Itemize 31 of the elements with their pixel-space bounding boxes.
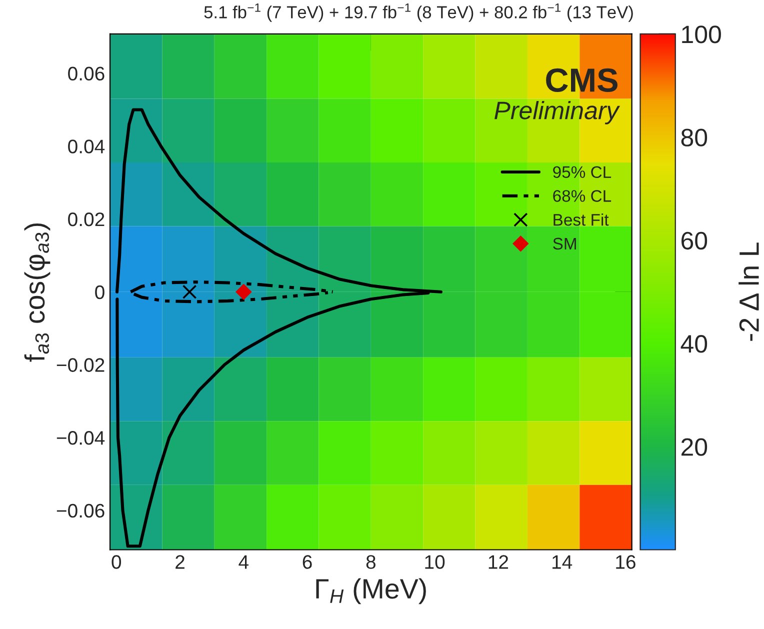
- color-bar-label: 20: [681, 438, 708, 456]
- x-tick-label: 16: [616, 555, 636, 569]
- y-tick-label: −0.04: [56, 431, 105, 445]
- color-bar-title: -2 Δ ln L: [738, 242, 759, 341]
- chart-title: 5.1 fb$^{−1}$ (7 TeV) + 19.7 fb$^{−1}$ (8 TeV) + 80.2 fb$^{−1}$ (13 TeV): [204, 3, 633, 22]
- x-axis-title: Γ$_{H}$ (MeV): [316, 578, 426, 604]
- y-tick-label: 0.02: [68, 212, 104, 226]
- color-bar-label: 100: [682, 26, 721, 44]
- x-tick-label: 14: [552, 555, 572, 569]
- y-tick-label: 0.04: [68, 140, 105, 154]
- x-tick-label: 8: [366, 555, 376, 569]
- annotation: Preliminary: [494, 101, 620, 124]
- y-tick-label: 0.06: [68, 66, 104, 81]
- y-axis-title: f$_{a3}$ cos(φ$_{a3}$): [24, 223, 50, 362]
- y-tick-label: −0.06: [56, 504, 104, 518]
- x-tick-label: 4: [238, 555, 248, 569]
- x-tick-label: 0: [112, 555, 122, 569]
- y-tick-label: −0.02: [56, 358, 104, 372]
- legend-label: 68% CL: [553, 190, 612, 202]
- x-tick-label: 10: [425, 555, 445, 569]
- annotation: CMS: [546, 68, 618, 92]
- x-tick-label: 2: [176, 555, 184, 569]
- x-tick-label: 6: [302, 555, 312, 569]
- color-bar-label: 40: [680, 335, 708, 353]
- x-tick-label: 12: [488, 555, 508, 569]
- legend-label: Best Fit: [554, 214, 609, 226]
- color-bar-label: 80: [681, 128, 708, 146]
- color-bar-label: 60: [682, 232, 708, 250]
- legend-label: SM: [553, 238, 576, 250]
- y-tick-label: 0: [95, 285, 104, 300]
- legend-label: 95% CL: [553, 166, 612, 178]
